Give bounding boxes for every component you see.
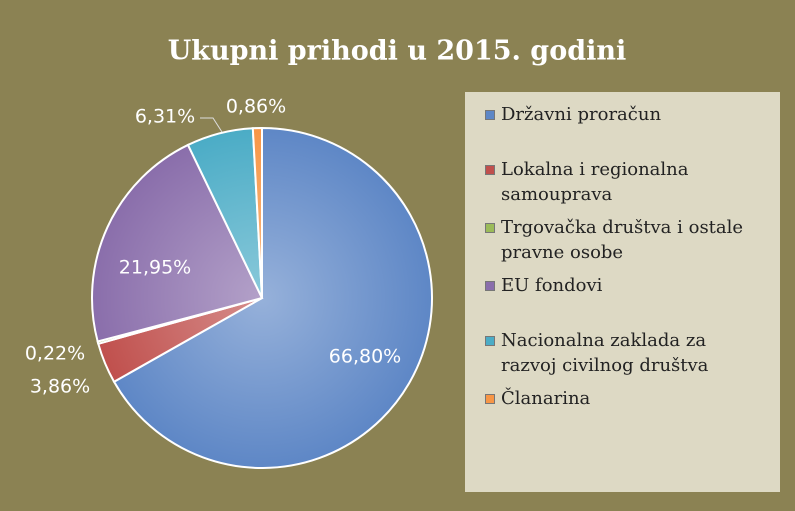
legend-swatch [485,394,495,404]
legend-item: Članarina [485,386,761,411]
data-label: 3,86% [30,376,90,398]
legend-item: EU fondovi [485,273,761,298]
legend-label: Državni proračun [501,104,662,125]
legend-swatch [485,336,495,346]
legend-item: Nacionalna zaklada za razvoj civilnog dr… [485,328,761,378]
data-label: 0,86% [226,96,286,118]
data-label: 6,31% [135,106,195,128]
data-label: 0,22% [25,343,85,365]
legend-label: Članarina [501,388,591,409]
legend-item: Lokalna i regionalna samouprava [485,157,761,207]
legend-swatch [485,281,495,291]
legend: Državni proračun Lokalna i regionalna sam… [465,92,780,492]
legend-label: Lokalna i regionalna samouprava [501,159,689,205]
legend-label: Trgovačka društva i ostale pravne osobe [501,217,744,263]
legend-label: Nacionalna zaklada za razvoj civilnog dr… [501,330,709,376]
data-label: 21,95% [119,257,191,279]
legend-label: EU fondovi [501,275,603,296]
legend-item: Trgovačka društva i ostale pravne osobe [485,215,761,265]
legend-item: Državni proračun [485,102,761,127]
chart-title: Ukupni prihodi u 2015. godini [168,36,626,67]
legend-swatch [485,223,495,233]
leader-line [200,117,223,133]
legend-swatch [485,165,495,175]
data-label: 66,80% [329,346,401,368]
legend-swatch [485,110,495,120]
